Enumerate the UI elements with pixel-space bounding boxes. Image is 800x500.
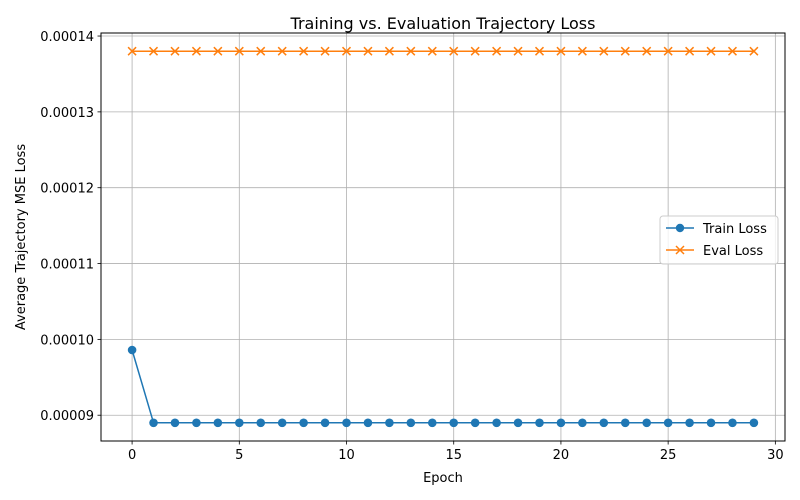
y-tick-label: 0.00011 [40, 258, 94, 273]
eval-loss-point [384, 46, 394, 56]
eval-loss-point [556, 46, 566, 56]
train-loss-point [170, 418, 180, 428]
eval-loss-point [149, 46, 159, 56]
eval-loss-point [706, 46, 716, 56]
eval-loss-point [320, 46, 330, 56]
eval-loss-point [620, 46, 630, 56]
eval-loss-point [534, 46, 545, 56]
eval-loss-point [256, 46, 266, 56]
x-tick-label: 25 [660, 448, 677, 463]
x-tick-label: 30 [767, 448, 784, 463]
eval-loss-point [599, 46, 609, 56]
train-loss-point [192, 418, 201, 428]
train-loss-point [706, 418, 716, 428]
x-tick-label: 0 [128, 448, 136, 463]
eval-loss-point [577, 46, 587, 56]
y-tick-label: 0.00009 [40, 409, 94, 424]
x-tick-label: 15 [445, 448, 462, 463]
train-loss-point [320, 418, 330, 428]
train-loss-point [127, 345, 137, 355]
legend-train-marker [675, 223, 685, 233]
train-loss-point [470, 418, 480, 428]
eval-loss-point [749, 46, 759, 56]
legend-eval-marker [675, 245, 685, 255]
eval-loss-point [470, 46, 480, 56]
train-loss-point [620, 418, 630, 428]
eval-loss-point [363, 46, 373, 56]
eval-loss-point [513, 46, 523, 56]
train-loss-point [406, 418, 416, 428]
train-loss-point [578, 418, 587, 428]
y-axis-label: Average Trajectory MSE Loss [14, 144, 29, 330]
train-loss-point [213, 418, 223, 428]
train-loss-point [642, 418, 651, 428]
legend: Train Loss Eval Loss [659, 215, 779, 265]
eval-loss-point [685, 46, 695, 56]
eval-loss-point [277, 46, 287, 56]
chart-title: Training vs. Evaluation Trajectory Loss [290, 14, 596, 33]
x-tick-label: 20 [553, 448, 570, 463]
eval-loss-point [299, 46, 309, 56]
y-tick-label: 0.00014 [40, 30, 94, 45]
y-tick-label: 0.00010 [40, 333, 94, 348]
train-loss-point [556, 418, 566, 428]
x-tick-label: 10 [338, 448, 355, 463]
eval-loss-point [341, 46, 352, 56]
eval-loss-point [213, 46, 223, 56]
train-loss-point [599, 418, 609, 428]
eval-loss-point [642, 46, 652, 56]
series-markers [127, 46, 759, 428]
train-loss-point [385, 418, 394, 428]
eval-loss-point [127, 46, 137, 56]
train-loss-point [363, 418, 373, 428]
train-loss-point [663, 418, 673, 428]
train-loss-point [149, 418, 158, 428]
legend-train-label: Train Loss [702, 222, 767, 237]
train-loss-point [535, 418, 544, 428]
y-axis-ticks: 0.00009 0.00010 0.00011 0.00012 0.00013 0.000… [40, 30, 101, 424]
train-loss-point [277, 418, 287, 428]
eval-loss-point [234, 46, 244, 56]
train-loss-point [299, 418, 308, 428]
y-tick-label: 0.00012 [40, 182, 94, 197]
y-tick-label: 0.00013 [40, 106, 94, 121]
train-loss-point [449, 418, 459, 428]
train-loss-point [685, 418, 694, 428]
train-loss-point [749, 418, 759, 428]
x-axis-label: Epoch [423, 471, 463, 486]
eval-loss-point [727, 46, 737, 56]
train-loss-point [492, 418, 501, 428]
train-loss-point [342, 418, 351, 428]
eval-loss-point [449, 46, 459, 56]
legend-eval-label: Eval Loss [703, 244, 763, 259]
eval-loss-point [427, 46, 437, 56]
x-axis-ticks: 0 5 10 15 20 25 30 [128, 441, 784, 463]
train-loss-point [427, 418, 437, 428]
train-loss-point [235, 418, 244, 428]
eval-loss-point [170, 46, 180, 56]
eval-loss-point [492, 46, 502, 56]
eval-loss-point [663, 46, 673, 56]
eval-loss-point [191, 46, 201, 56]
train-loss-point [256, 418, 266, 428]
train-loss-point [513, 418, 523, 428]
eval-loss-point [406, 46, 416, 56]
train-loss-point [728, 418, 737, 428]
plot-frame [100, 32, 786, 442]
x-tick-label: 5 [235, 448, 243, 463]
